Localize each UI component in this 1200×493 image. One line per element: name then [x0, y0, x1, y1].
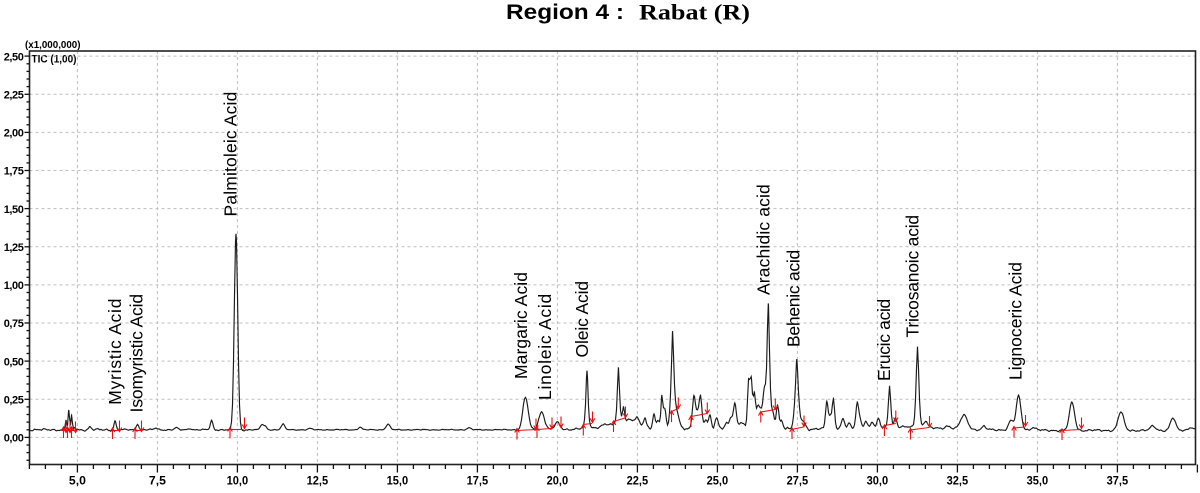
svg-text:1,50: 1,50 — [4, 204, 24, 216]
svg-text:0,00: 0,00 — [4, 433, 24, 445]
svg-text:37,5: 37,5 — [1107, 474, 1129, 488]
svg-text:Linoleic Acid: Linoleic Acid — [535, 293, 555, 400]
svg-text:Region 4 :: Region 4 : — [506, 1, 624, 24]
svg-text:10,0: 10,0 — [227, 474, 249, 488]
svg-text:5,0: 5,0 — [69, 474, 86, 488]
svg-text:0,25: 0,25 — [4, 395, 24, 407]
svg-text:2,25: 2,25 — [4, 90, 24, 102]
svg-text:Behenic acid: Behenic acid — [784, 250, 804, 347]
svg-text:35,0: 35,0 — [1027, 474, 1049, 488]
svg-text:0,50: 0,50 — [4, 356, 24, 368]
svg-text:32,5: 32,5 — [947, 474, 969, 488]
svg-text:22,5: 22,5 — [627, 474, 649, 488]
svg-text:2,50: 2,50 — [4, 51, 24, 63]
svg-text:Arachidic acid: Arachidic acid — [754, 184, 774, 295]
svg-text:27,5: 27,5 — [787, 474, 809, 488]
svg-text:Palmitoleic Acid: Palmitoleic Acid — [220, 92, 240, 217]
svg-text:Isomyristic Acid: Isomyristic Acid — [127, 294, 147, 413]
svg-text:1,25: 1,25 — [4, 242, 24, 254]
svg-text:15,0: 15,0 — [387, 474, 409, 488]
svg-text:Lignoceric Acid: Lignoceric Acid — [1006, 262, 1026, 380]
svg-text:25,0: 25,0 — [707, 474, 729, 488]
svg-text:Rabat (R): Rabat (R) — [639, 0, 750, 25]
svg-text:7,5: 7,5 — [149, 474, 166, 488]
svg-text:1,00: 1,00 — [4, 280, 24, 292]
svg-text:TIC (1,00): TIC (1,00) — [32, 54, 77, 66]
svg-text:(x1,000,000): (x1,000,000) — [25, 39, 81, 51]
svg-text:17,5: 17,5 — [467, 474, 489, 488]
svg-text:Erucic acid: Erucic acid — [874, 299, 894, 381]
svg-text:20,0: 20,0 — [547, 474, 569, 488]
svg-text:0,75: 0,75 — [4, 318, 24, 330]
svg-text:1,75: 1,75 — [4, 166, 24, 178]
svg-text:Myristic Acid: Myristic Acid — [105, 298, 125, 405]
svg-text:30,0: 30,0 — [867, 474, 889, 488]
svg-text:2,00: 2,00 — [4, 128, 24, 140]
svg-text:Oleic Acid: Oleic Acid — [572, 281, 592, 358]
svg-text:Margaric Acid: Margaric Acid — [511, 272, 531, 379]
svg-text:12,5: 12,5 — [307, 474, 329, 488]
svg-text:Tricosanoic acid: Tricosanoic acid — [903, 215, 923, 337]
